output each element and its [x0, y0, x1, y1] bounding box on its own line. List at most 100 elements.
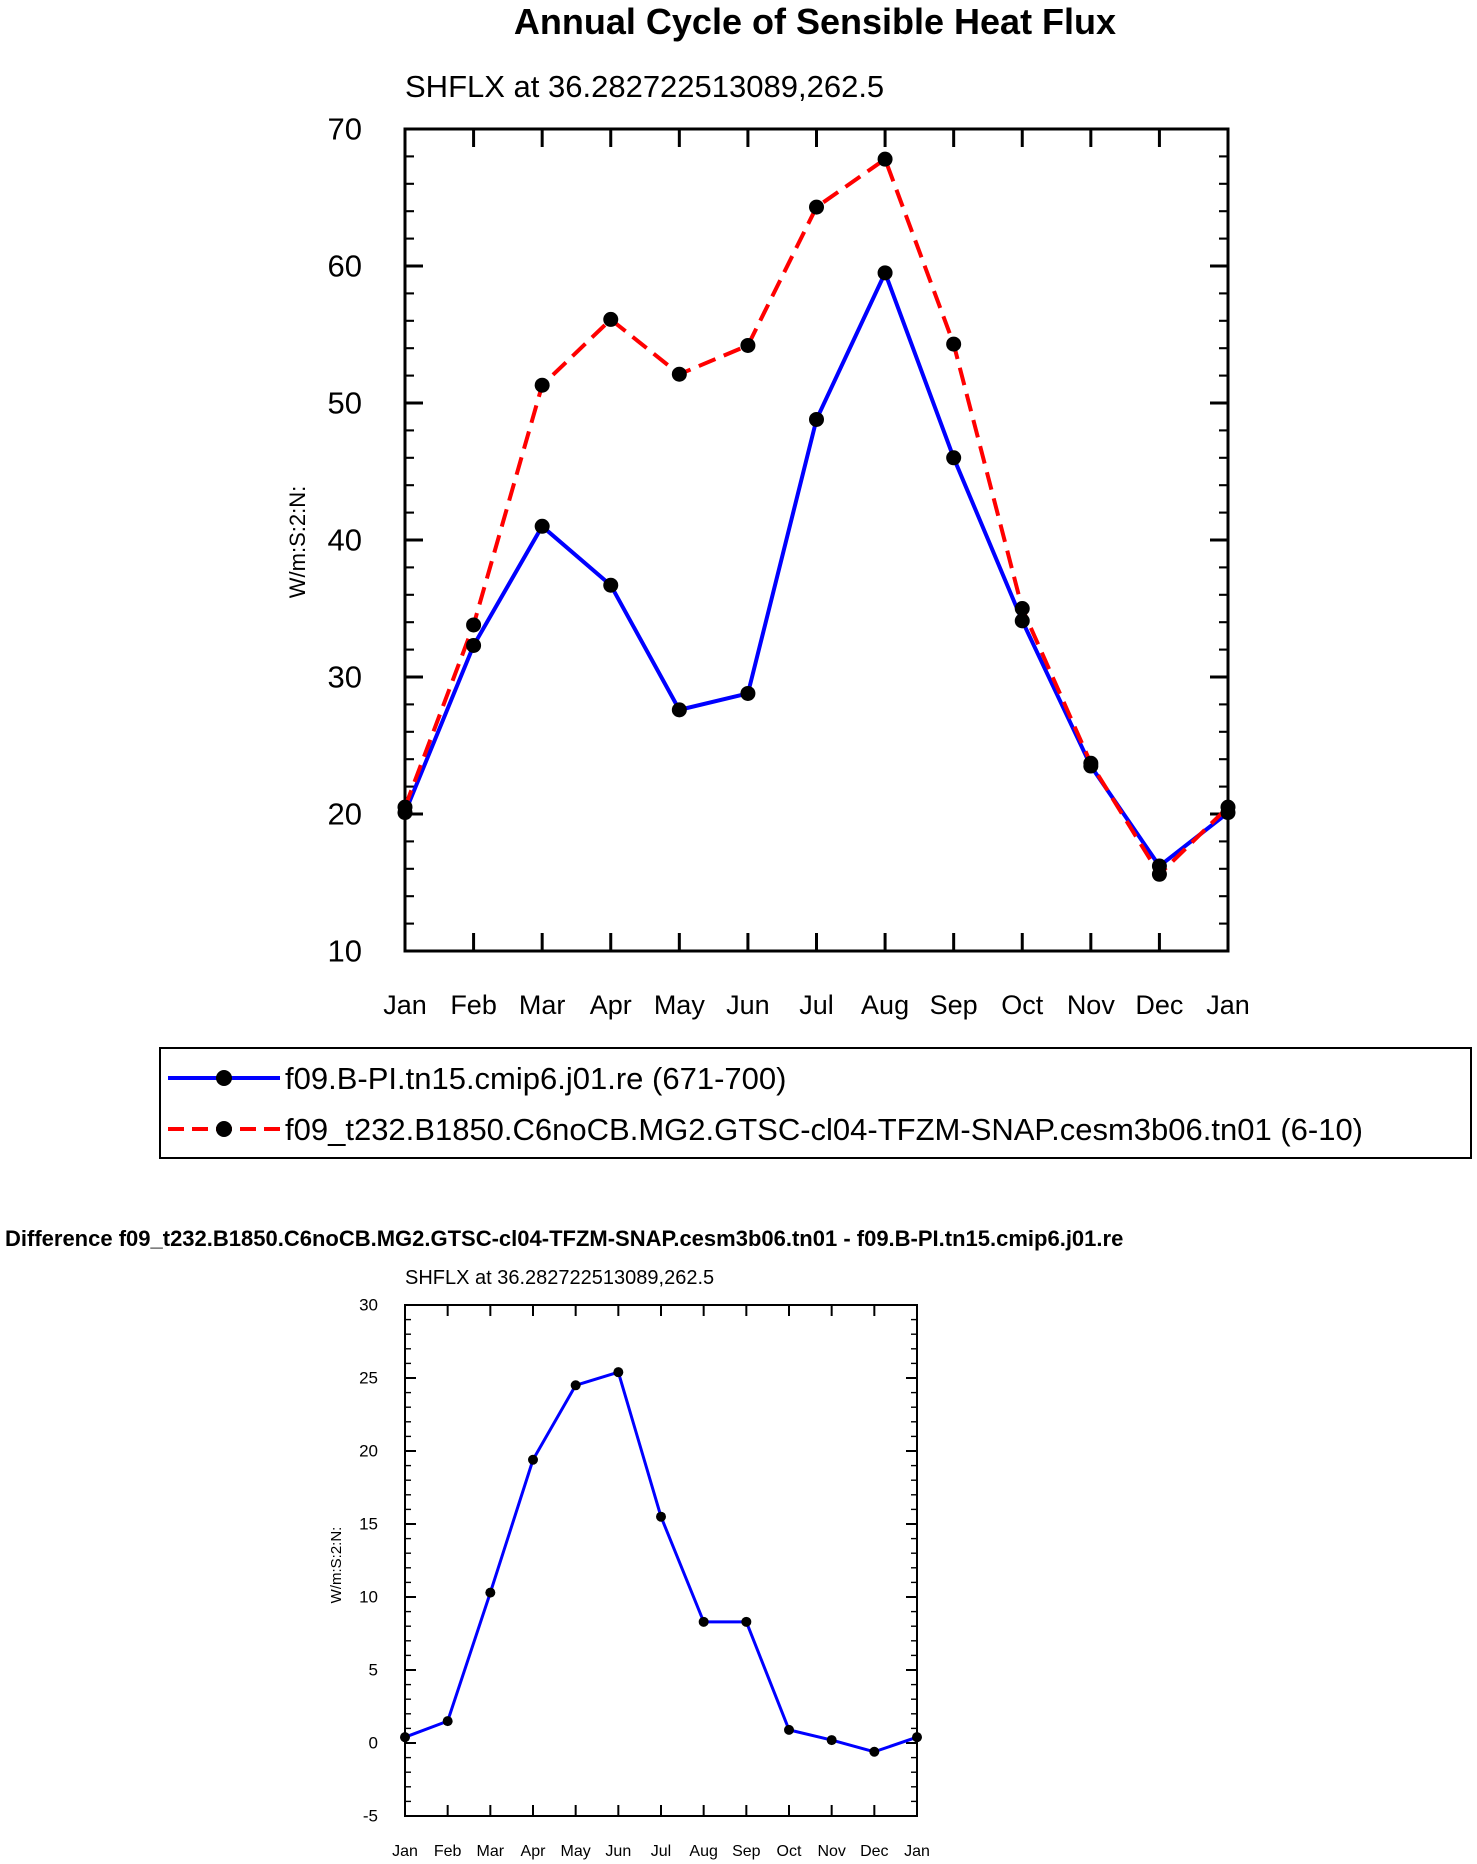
data-point [466, 617, 482, 633]
y-tick-label: 50 [328, 386, 362, 421]
data-point [946, 450, 962, 466]
data-point [912, 1732, 922, 1743]
x-tick-label: Nov [1067, 990, 1116, 1020]
data-point [826, 1735, 837, 1746]
series-line-red [403, 157, 1230, 877]
x-tick-label: Aug [861, 990, 909, 1020]
y-tick-label: 10 [328, 934, 362, 969]
top-chart-plot-frame [403, 127, 1230, 953]
x-tick-label: Jan [1206, 990, 1250, 1020]
x-tick-label: Jun [605, 1843, 631, 1860]
x-tick-label: Mar [477, 1843, 505, 1860]
data-point [570, 1380, 581, 1391]
data-point [485, 1587, 496, 1598]
y-tick-label: 20 [359, 1442, 378, 1461]
legend-box [159, 1047, 1472, 1159]
x-tick-label: Jan [383, 990, 427, 1020]
legend: f09.B-PI.tn15.cmip6.j01.re (671-700) f09… [159, 1047, 1472, 1159]
x-tick-label: Jun [726, 990, 770, 1020]
top-chart-x-tick-labels: Jan Feb Mar Apr May Jun Jul Aug Sep Oct Nov Dec Jan [383, 990, 1250, 1020]
top-chart-subtitle: SHFLX at 36.282722513089,262.5 [405, 69, 884, 104]
legend-label-red: f09_t232.B1850.C6noCB.MG2.GTSC-cl04-TFZM… [285, 1112, 1363, 1147]
data-point [809, 411, 824, 427]
data-point [869, 1746, 880, 1757]
main-title: Annual Cycle of Sensible Heat Flux [514, 1, 1116, 42]
y-tick-label: 60 [328, 249, 362, 284]
data-point [534, 377, 550, 393]
data-point [534, 518, 550, 534]
data-point [946, 336, 962, 352]
series-line-blue [404, 1370, 918, 1754]
data-point [741, 1616, 752, 1627]
data-point [1014, 613, 1030, 629]
bottom-chart-ylabel: W/m:S:2:N: [328, 1527, 345, 1604]
y-tick-label: 5 [369, 1661, 378, 1680]
bottom-chart-subtitle: SHFLX at 36.282722513089,262.5 [405, 1267, 714, 1289]
data-point [397, 799, 413, 815]
top-chart-ylabel: W/m:S:2:N: [285, 486, 310, 598]
y-tick-label: 30 [359, 1296, 378, 1315]
legend-marker-blue [216, 1070, 232, 1086]
x-tick-label: Nov [817, 1843, 845, 1860]
x-tick-label: Jul [651, 1843, 671, 1860]
bottom-chart-plot-frame [404, 1304, 918, 1817]
x-tick-label: Dec [1135, 990, 1183, 1020]
x-tick-label: Jul [799, 990, 834, 1020]
x-tick-label: Apr [521, 1843, 547, 1860]
bottom-chart-y-tick-labels: -5 0 5 10 15 20 25 30 [359, 1296, 378, 1826]
bottom-chart-series [400, 1367, 922, 1757]
data-point [442, 1716, 453, 1727]
y-tick-label: 15 [359, 1515, 378, 1534]
difference-title: Difference f09_t232.B1850.C6noCB.MG2.GTS… [5, 1226, 1123, 1251]
data-point [740, 337, 756, 353]
data-point [603, 311, 619, 327]
x-tick-label: May [561, 1843, 591, 1860]
y-tick-label: 0 [369, 1734, 378, 1753]
data-point [1220, 799, 1236, 815]
y-tick-label: 70 [328, 112, 362, 147]
x-tick-label: Feb [450, 990, 497, 1020]
series-line-blue [403, 270, 1230, 869]
data-point [784, 1724, 794, 1735]
data-point [466, 637, 482, 653]
y-tick-label: -5 [363, 1807, 378, 1826]
data-point [877, 151, 893, 167]
x-tick-label: Feb [434, 1843, 462, 1860]
x-tick-label: Aug [689, 1843, 717, 1860]
data-point [528, 1454, 538, 1465]
data-point [809, 199, 824, 215]
data-point [1151, 866, 1167, 882]
bottom-chart-ticks [404, 1304, 918, 1817]
data-point [698, 1616, 709, 1627]
x-tick-label: Oct [1001, 990, 1044, 1020]
top-chart-series [397, 151, 1236, 882]
x-tick-label: Dec [860, 1843, 888, 1860]
legend-label-blue: f09.B-PI.tn15.cmip6.j01.re (671-700) [285, 1061, 786, 1096]
x-tick-label: Mar [519, 990, 566, 1020]
x-tick-label: Sep [930, 990, 978, 1020]
legend-marker-red [216, 1121, 232, 1137]
y-tick-label: 30 [328, 660, 362, 695]
data-point [671, 366, 687, 382]
x-tick-label: Sep [732, 1843, 761, 1860]
x-tick-label: Apr [590, 990, 632, 1020]
y-tick-label: 25 [359, 1369, 378, 1388]
x-tick-label: Oct [777, 1843, 802, 1860]
y-tick-label: 10 [359, 1588, 378, 1607]
data-point [740, 685, 756, 701]
data-point [656, 1511, 666, 1522]
data-point [671, 702, 687, 718]
x-tick-label: Jan [392, 1843, 418, 1860]
y-tick-label: 40 [328, 523, 362, 558]
top-chart-ticks [403, 127, 1230, 953]
bottom-chart: SHFLX at 36.282722513089,262.5 W/m:S:2:N… [328, 1267, 930, 1860]
data-point [613, 1367, 624, 1378]
data-point [400, 1732, 410, 1743]
data-point [1083, 755, 1099, 771]
data-point [877, 265, 893, 281]
top-chart-y-tick-labels: 10 20 30 40 50 60 70 [328, 112, 362, 969]
x-tick-label: May [654, 990, 706, 1020]
top-chart: SHFLX at 36.282722513089,262.5 W/m:S:2:N… [285, 69, 1250, 1020]
data-point [603, 577, 619, 593]
